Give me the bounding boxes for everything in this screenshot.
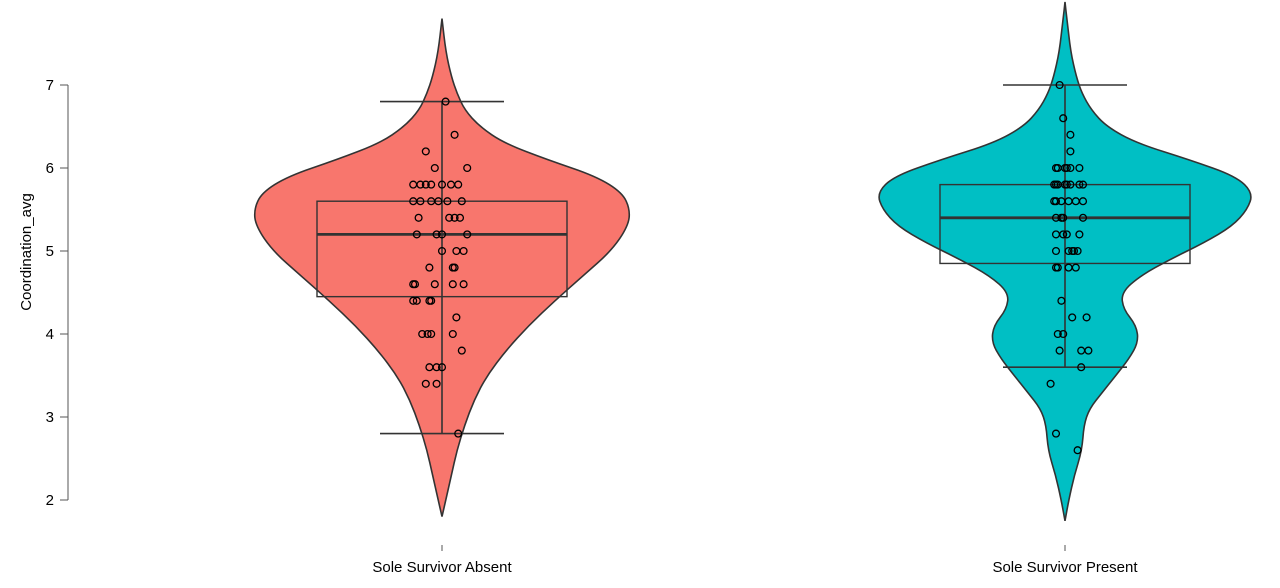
data-point xyxy=(1046,379,1055,388)
data-point xyxy=(1059,213,1068,222)
data-point xyxy=(457,346,466,355)
data-point xyxy=(463,230,472,239)
data-point xyxy=(454,180,463,189)
data-point xyxy=(437,246,447,256)
data-point xyxy=(418,329,427,339)
y-tick-label: 7 xyxy=(46,77,54,94)
data-point xyxy=(1057,296,1066,305)
data-point xyxy=(455,213,465,222)
data-point xyxy=(1084,346,1093,355)
data-point xyxy=(432,230,441,239)
data-point xyxy=(1059,329,1068,339)
data-point xyxy=(1051,246,1061,256)
data-point xyxy=(1062,230,1071,239)
x-axis: Sole Survivor Absent Sole Survivor Presen… xyxy=(372,545,1138,576)
y-tick-label: 3 xyxy=(46,409,54,426)
data-point xyxy=(1055,346,1064,355)
data-point xyxy=(1075,163,1084,173)
data-point xyxy=(427,329,436,339)
data-point xyxy=(430,163,439,173)
violin-group xyxy=(253,18,631,517)
data-point xyxy=(1059,230,1068,239)
data-point xyxy=(1053,263,1062,272)
data-point xyxy=(463,163,472,173)
data-point xyxy=(421,147,430,156)
data-point xyxy=(414,213,423,222)
data-point xyxy=(416,197,425,206)
data-point xyxy=(450,263,459,272)
data-point xyxy=(448,329,457,339)
x-tick-label: Sole Survivor Present xyxy=(992,559,1138,576)
data-point xyxy=(1078,180,1088,189)
data-point xyxy=(421,379,430,388)
data-point xyxy=(1066,147,1075,156)
box-iqr xyxy=(939,183,1191,265)
data-point xyxy=(1068,313,1077,322)
data-point xyxy=(412,230,421,239)
data-point xyxy=(1073,246,1082,256)
data-point xyxy=(416,180,425,189)
data-point xyxy=(1053,329,1062,339)
y-tick-label: 5 xyxy=(46,243,54,260)
data-point xyxy=(1073,446,1082,455)
data-point xyxy=(430,280,439,289)
data-point xyxy=(1064,246,1073,256)
y-tick-label: 2 xyxy=(46,492,54,509)
data-point xyxy=(459,246,468,256)
data-point xyxy=(441,97,450,106)
data-point xyxy=(1066,163,1075,173)
data-point xyxy=(1051,197,1061,206)
y-tick-label: 6 xyxy=(46,160,54,177)
data-point xyxy=(1075,180,1084,189)
data-point xyxy=(448,280,457,289)
data-point xyxy=(450,213,459,222)
data-point xyxy=(425,263,434,272)
data-point xyxy=(427,296,436,305)
data-point xyxy=(432,363,441,372)
data-point xyxy=(1082,313,1091,322)
data-point xyxy=(410,280,420,289)
y-tick-label: 4 xyxy=(46,326,54,343)
data-point xyxy=(437,230,447,239)
data-point xyxy=(434,197,443,206)
data-point xyxy=(1077,363,1086,372)
data-point xyxy=(421,180,430,189)
data-point xyxy=(437,180,447,189)
plot-area xyxy=(253,1,1252,521)
data-point xyxy=(1078,213,1088,222)
data-point xyxy=(1071,263,1080,272)
data-point xyxy=(409,296,418,305)
data-point xyxy=(457,197,466,206)
data-point xyxy=(454,429,463,438)
data-point xyxy=(1069,246,1079,256)
y-axis: 2 3 4 5 6 7 xyxy=(46,77,69,509)
violin-group xyxy=(878,1,1252,521)
x-tick-label: Sole Survivor Absent xyxy=(372,559,512,576)
data-point xyxy=(443,197,452,206)
data-point xyxy=(412,296,421,305)
data-point xyxy=(450,130,459,139)
data-point xyxy=(1051,429,1061,438)
data-point xyxy=(452,313,461,322)
data-point xyxy=(1066,180,1075,189)
data-point xyxy=(427,180,436,189)
data-point xyxy=(1062,180,1071,189)
data-point xyxy=(423,329,432,339)
data-point xyxy=(1066,130,1075,139)
data-point xyxy=(432,379,441,388)
data-point xyxy=(1075,230,1084,239)
y-axis-title: Coordination_avg xyxy=(18,193,35,311)
data-point xyxy=(437,363,447,372)
data-point xyxy=(445,213,454,222)
data-point xyxy=(459,280,468,289)
data-point xyxy=(1055,80,1064,90)
data-point xyxy=(1062,163,1071,173)
data-point xyxy=(1078,197,1088,206)
data-point xyxy=(1059,114,1068,123)
